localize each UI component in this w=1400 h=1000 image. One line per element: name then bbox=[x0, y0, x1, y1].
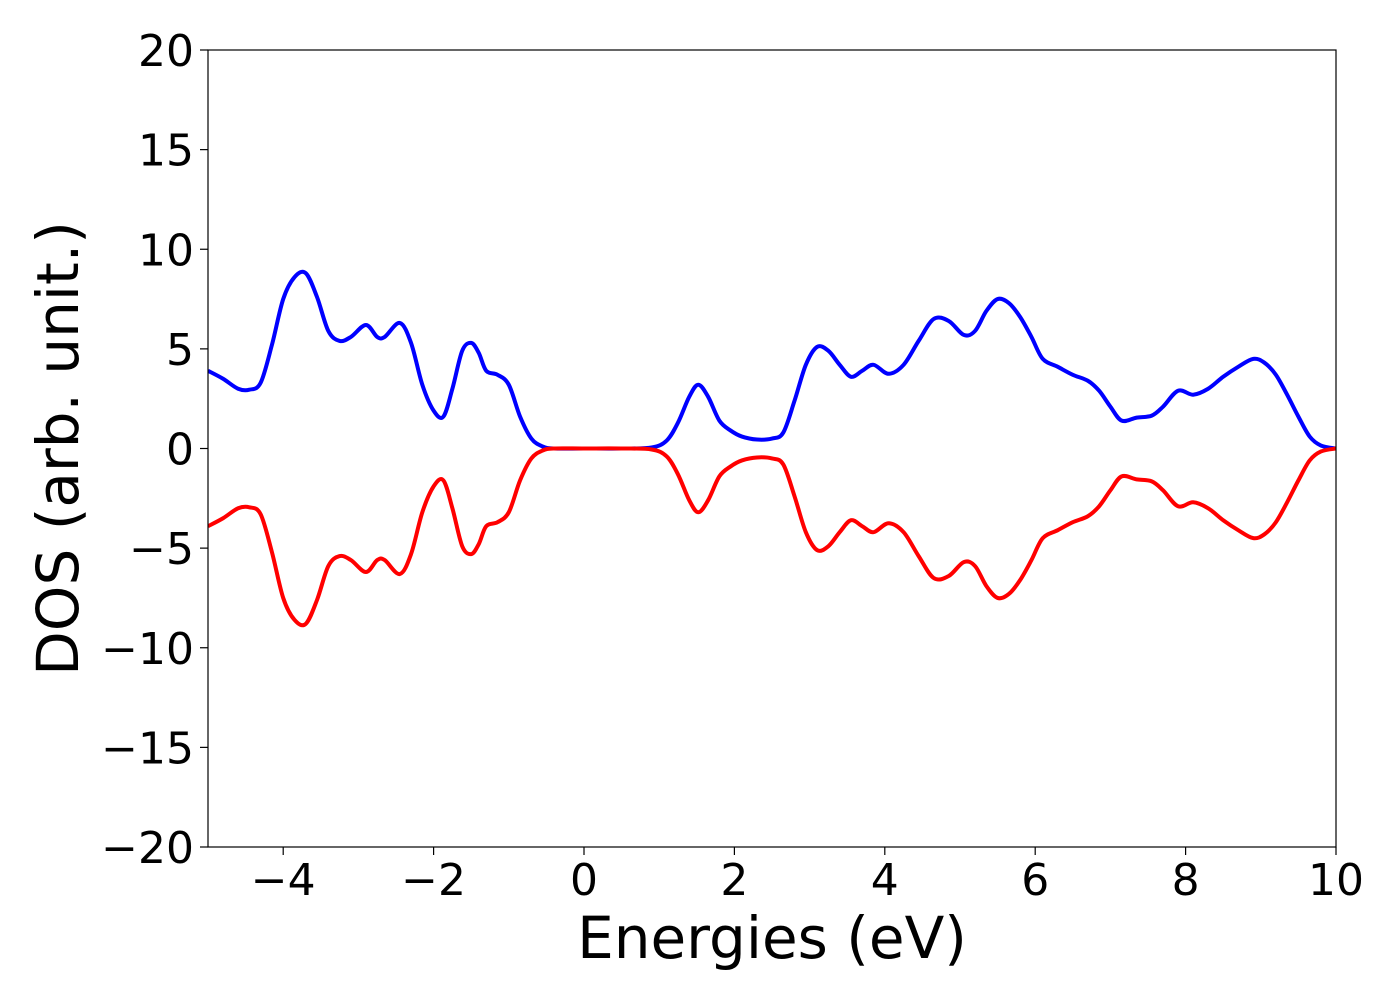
plot-frame bbox=[207, 49, 1337, 848]
y-axis: −20 −15 −10 −5 0 5 10 15 20 bbox=[101, 26, 208, 874]
y-tick-label: 10 bbox=[138, 225, 194, 276]
x-tick-label: 8 bbox=[1172, 855, 1200, 906]
x-tick-label: −2 bbox=[401, 855, 466, 906]
x-tick-label: 0 bbox=[570, 855, 598, 906]
x-tick-label: 6 bbox=[1021, 855, 1049, 906]
series-line-red bbox=[208, 446, 1336, 628]
y-tick-label: 0 bbox=[166, 425, 194, 476]
y-axis-label: DOS (arb. unit.) bbox=[24, 221, 92, 676]
x-tick-label: −4 bbox=[251, 855, 316, 906]
y-tick-label: −20 bbox=[101, 823, 194, 874]
x-tick-label: 10 bbox=[1308, 855, 1364, 906]
series-layer bbox=[208, 269, 1336, 628]
y-tick-label: 5 bbox=[166, 325, 194, 376]
x-axis: −4 −2 0 2 4 6 8 10 bbox=[251, 847, 1364, 906]
series-line-blue bbox=[208, 269, 1336, 451]
y-tick-label: −10 bbox=[101, 624, 194, 675]
y-tick-label: −15 bbox=[101, 723, 194, 774]
y-tick-label: 20 bbox=[138, 26, 194, 77]
y-tick-label: −5 bbox=[129, 524, 194, 575]
x-tick-label: 4 bbox=[871, 855, 899, 906]
x-axis-label: Energies (eV) bbox=[577, 904, 967, 972]
y-tick-label: 15 bbox=[138, 126, 194, 177]
x-tick-label: 2 bbox=[720, 855, 748, 906]
